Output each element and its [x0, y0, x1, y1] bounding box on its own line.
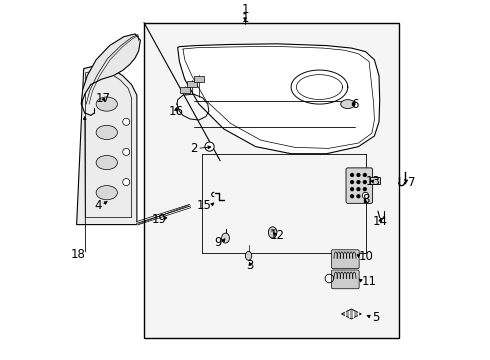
Bar: [144, 23, 399, 338]
FancyBboxPatch shape: [332, 250, 359, 269]
Circle shape: [122, 118, 130, 125]
FancyBboxPatch shape: [346, 168, 372, 203]
Bar: [180, 87, 190, 94]
Circle shape: [351, 181, 353, 184]
Circle shape: [364, 188, 366, 190]
Bar: [145, 23, 399, 338]
Text: 15: 15: [196, 199, 211, 212]
Text: 17: 17: [96, 92, 111, 105]
Text: 2: 2: [190, 142, 197, 155]
Circle shape: [122, 179, 130, 186]
Bar: [194, 76, 204, 82]
Bar: [370, 177, 380, 184]
Circle shape: [364, 174, 366, 176]
Circle shape: [357, 181, 360, 184]
Circle shape: [357, 195, 360, 198]
Text: 7: 7: [408, 176, 416, 189]
Text: 12: 12: [270, 229, 284, 242]
Polygon shape: [76, 65, 137, 225]
Ellipse shape: [96, 125, 118, 140]
Ellipse shape: [269, 227, 277, 238]
Text: 1: 1: [241, 3, 249, 16]
Text: 18: 18: [71, 248, 85, 261]
Text: 4: 4: [94, 199, 101, 212]
Circle shape: [357, 174, 360, 176]
Bar: [187, 81, 197, 87]
Text: 16: 16: [169, 105, 183, 118]
Polygon shape: [178, 44, 380, 154]
Circle shape: [351, 188, 353, 190]
Text: 11: 11: [362, 275, 377, 288]
Text: 10: 10: [358, 250, 373, 263]
Polygon shape: [342, 309, 361, 319]
Text: 6: 6: [351, 98, 359, 111]
Circle shape: [364, 195, 366, 198]
Text: 5: 5: [372, 311, 379, 324]
Circle shape: [205, 142, 214, 151]
Circle shape: [351, 174, 353, 176]
Ellipse shape: [221, 233, 229, 243]
Text: 13: 13: [366, 175, 381, 188]
Circle shape: [122, 148, 130, 156]
Polygon shape: [81, 34, 141, 104]
Text: 19: 19: [151, 213, 166, 226]
Ellipse shape: [245, 251, 252, 260]
Circle shape: [351, 195, 353, 198]
Ellipse shape: [96, 156, 118, 170]
Circle shape: [357, 188, 360, 190]
Ellipse shape: [96, 186, 118, 200]
Text: 3: 3: [246, 259, 254, 272]
Text: 8: 8: [362, 193, 369, 206]
Circle shape: [364, 181, 366, 184]
Text: 9: 9: [215, 236, 222, 249]
Ellipse shape: [96, 97, 118, 111]
Circle shape: [362, 192, 368, 199]
Ellipse shape: [341, 100, 355, 108]
FancyBboxPatch shape: [332, 270, 359, 289]
Text: 14: 14: [373, 215, 388, 228]
Text: 1: 1: [241, 12, 249, 25]
